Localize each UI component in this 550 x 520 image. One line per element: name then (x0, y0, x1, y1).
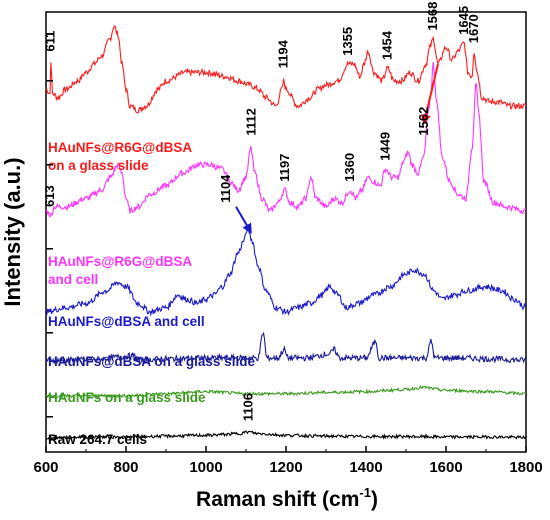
peak-label-1568: 1568 (425, 2, 440, 31)
x-axis-title-sup: -1 (359, 485, 371, 500)
series-label-5: HAuNFs on a glass slide (48, 390, 206, 405)
x-tick-label-1600: 1600 (429, 459, 462, 476)
arrow-1562 (420, 63, 439, 125)
peak-label-1106: 1106 (240, 393, 255, 421)
peak-label-1355: 1355 (340, 27, 355, 56)
x-axis-title-main: Raman shift (cm (196, 488, 359, 511)
y-axis-title: Intensity (a.u.) (0, 157, 25, 306)
peak-label-1449: 1449 (378, 132, 393, 161)
series-label-1-line-2: on a glass slide (48, 158, 149, 173)
series-label-4: HAuNFs@dBSA on a glass slide (48, 354, 255, 369)
series-line-6 (45, 430, 527, 441)
series-labels: HAuNFs@R6G@dBSA on a glass slideHAuNFs@R6… (48, 140, 255, 447)
series-label-3: HAuNFs@dBSA and cell (48, 314, 205, 329)
series-label-2-line-2: and cell (48, 272, 98, 287)
arrow-1104 (235, 206, 252, 234)
x-tick-label-800: 800 (113, 459, 138, 476)
x-axis-ticks: 600 800 1000 1200 1400 1600 1800 (33, 446, 543, 476)
peak-label-613: 613 (42, 185, 57, 207)
x-tick-label-600: 600 (33, 459, 58, 476)
x-axis-title: Raman shift (cm-1) (196, 485, 378, 511)
series-label-2: HAuNFs@R6G@dBSA and cell (48, 254, 192, 287)
annotation-arrows (235, 63, 439, 234)
plot-frame (45, 11, 527, 453)
peak-label-1562: 1562 (416, 107, 431, 136)
series-label-1: HAuNFs@R6G@dBSA on a glass slide (48, 140, 192, 173)
series-label-6-line-1: Raw 264.7 cells (48, 432, 147, 447)
series-label-5-line-1: HAuNFs on a glass slide (48, 390, 206, 405)
series-line-2 (45, 62, 527, 219)
series-line-1 (46, 25, 527, 114)
peak-label-1197: 1197 (277, 154, 292, 182)
peak-label-1454: 1454 (380, 30, 395, 60)
peak-label-1112: 1112 (244, 108, 259, 136)
series-label-3-line-1: HAuNFs@dBSA and cell (48, 314, 205, 329)
series-label-6: Raw 264.7 cells (48, 432, 147, 447)
peak-label-611: 611 (42, 31, 57, 52)
series-line-3 (45, 224, 527, 317)
peak-label-1194: 1194 (276, 39, 291, 68)
x-tick-label-1800: 1800 (509, 459, 542, 476)
peak-label-1645: 1645 (456, 6, 471, 35)
series-label-2-line-1: HAuNFs@R6G@dBSA (48, 254, 192, 269)
series-line-4 (45, 331, 527, 365)
x-axis-title-close: ) (371, 488, 378, 511)
x-tick-label-1400: 1400 (349, 459, 382, 476)
series-line-5 (45, 384, 527, 399)
series-layer (45, 25, 527, 441)
series-label-4-line-1: HAuNFs@dBSA on a glass slide (48, 354, 255, 369)
y-axis-ticks (46, 80, 53, 418)
x-tick-label-1200: 1200 (269, 459, 302, 476)
series-label-1-line-1: HAuNFs@R6G@dBSA (48, 140, 192, 155)
peak-label-1670: 1670 (466, 14, 481, 43)
x-tick-label-1000: 1000 (189, 459, 222, 476)
peak-label-1360: 1360 (342, 153, 357, 182)
peak-label-1104: 1104 (218, 174, 233, 203)
